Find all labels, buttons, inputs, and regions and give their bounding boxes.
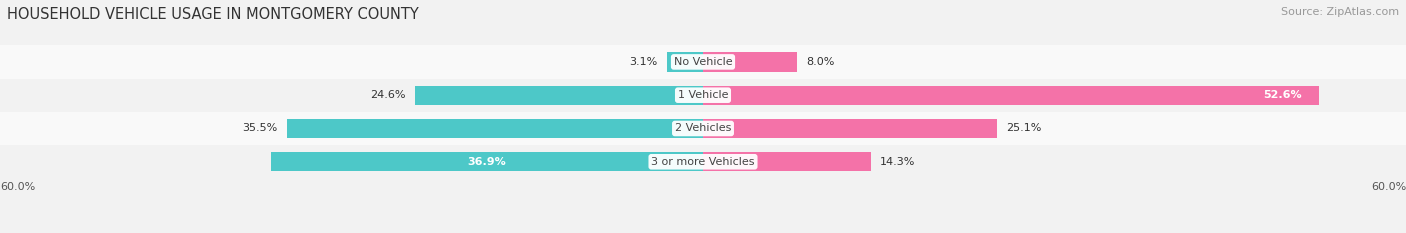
- Bar: [0, 79, 1406, 112]
- Bar: [0, 45, 1406, 79]
- Bar: [287, 119, 703, 138]
- Bar: [703, 86, 1319, 105]
- Bar: [666, 52, 703, 72]
- Text: HOUSEHOLD VEHICLE USAGE IN MONTGOMERY COUNTY: HOUSEHOLD VEHICLE USAGE IN MONTGOMERY CO…: [7, 7, 419, 22]
- Text: 25.1%: 25.1%: [1007, 123, 1042, 134]
- Text: 2 Vehicles: 2 Vehicles: [675, 123, 731, 134]
- Text: 1 Vehicle: 1 Vehicle: [678, 90, 728, 100]
- Text: 14.3%: 14.3%: [880, 157, 915, 167]
- Bar: [0, 112, 1406, 145]
- Text: 60.0%: 60.0%: [1371, 182, 1406, 192]
- Bar: [703, 119, 997, 138]
- Text: 52.6%: 52.6%: [1263, 90, 1302, 100]
- Text: 24.6%: 24.6%: [370, 90, 405, 100]
- Text: 8.0%: 8.0%: [806, 57, 835, 67]
- Text: No Vehicle: No Vehicle: [673, 57, 733, 67]
- Text: 36.9%: 36.9%: [467, 157, 506, 167]
- Bar: [271, 152, 703, 171]
- Bar: [0, 145, 1406, 178]
- Bar: [703, 152, 870, 171]
- Text: Source: ZipAtlas.com: Source: ZipAtlas.com: [1281, 7, 1399, 17]
- Text: 3 or more Vehicles: 3 or more Vehicles: [651, 157, 755, 167]
- Bar: [415, 86, 703, 105]
- Text: 60.0%: 60.0%: [0, 182, 35, 192]
- Text: 3.1%: 3.1%: [628, 57, 657, 67]
- Text: 35.5%: 35.5%: [242, 123, 278, 134]
- Bar: [703, 52, 797, 72]
